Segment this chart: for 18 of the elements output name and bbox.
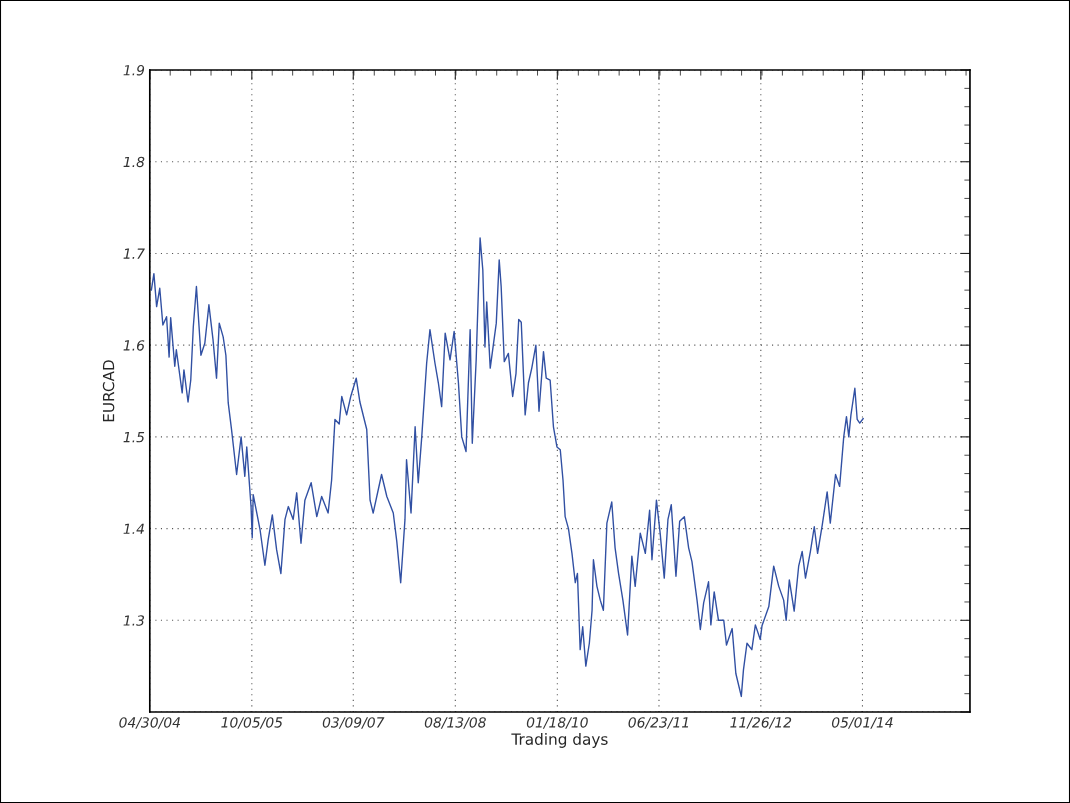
y-axis-title: EURCAD	[102, 360, 115, 422]
x-axis-title: Trading days	[511, 733, 608, 748]
line-series	[150, 237, 864, 698]
x-tick-label: 05/01/14	[831, 717, 893, 729]
x-tick-label: 11/26/12	[730, 717, 792, 729]
x-tick-label: 04/30/04	[119, 717, 180, 729]
y-tick-label: 1.8	[123, 156, 145, 168]
y-tick-label: 1.6	[123, 340, 145, 351]
y-tick-label: 1.3	[123, 615, 145, 626]
x-tick-label: 08/13/08	[424, 717, 486, 729]
x-tick-label: 03/09/07	[322, 717, 385, 729]
y-tick-label: 1.9	[123, 64, 145, 76]
y-tick-label: 1.4	[123, 523, 144, 534]
y-tick-label: 1.5	[123, 432, 145, 443]
x-tick-label: 10/05/05	[221, 717, 283, 729]
y-tick-label: 1.7	[123, 248, 145, 259]
x-tick-label: 01/18/10	[526, 717, 588, 729]
x-tick-label: 06/23/11	[628, 717, 689, 729]
